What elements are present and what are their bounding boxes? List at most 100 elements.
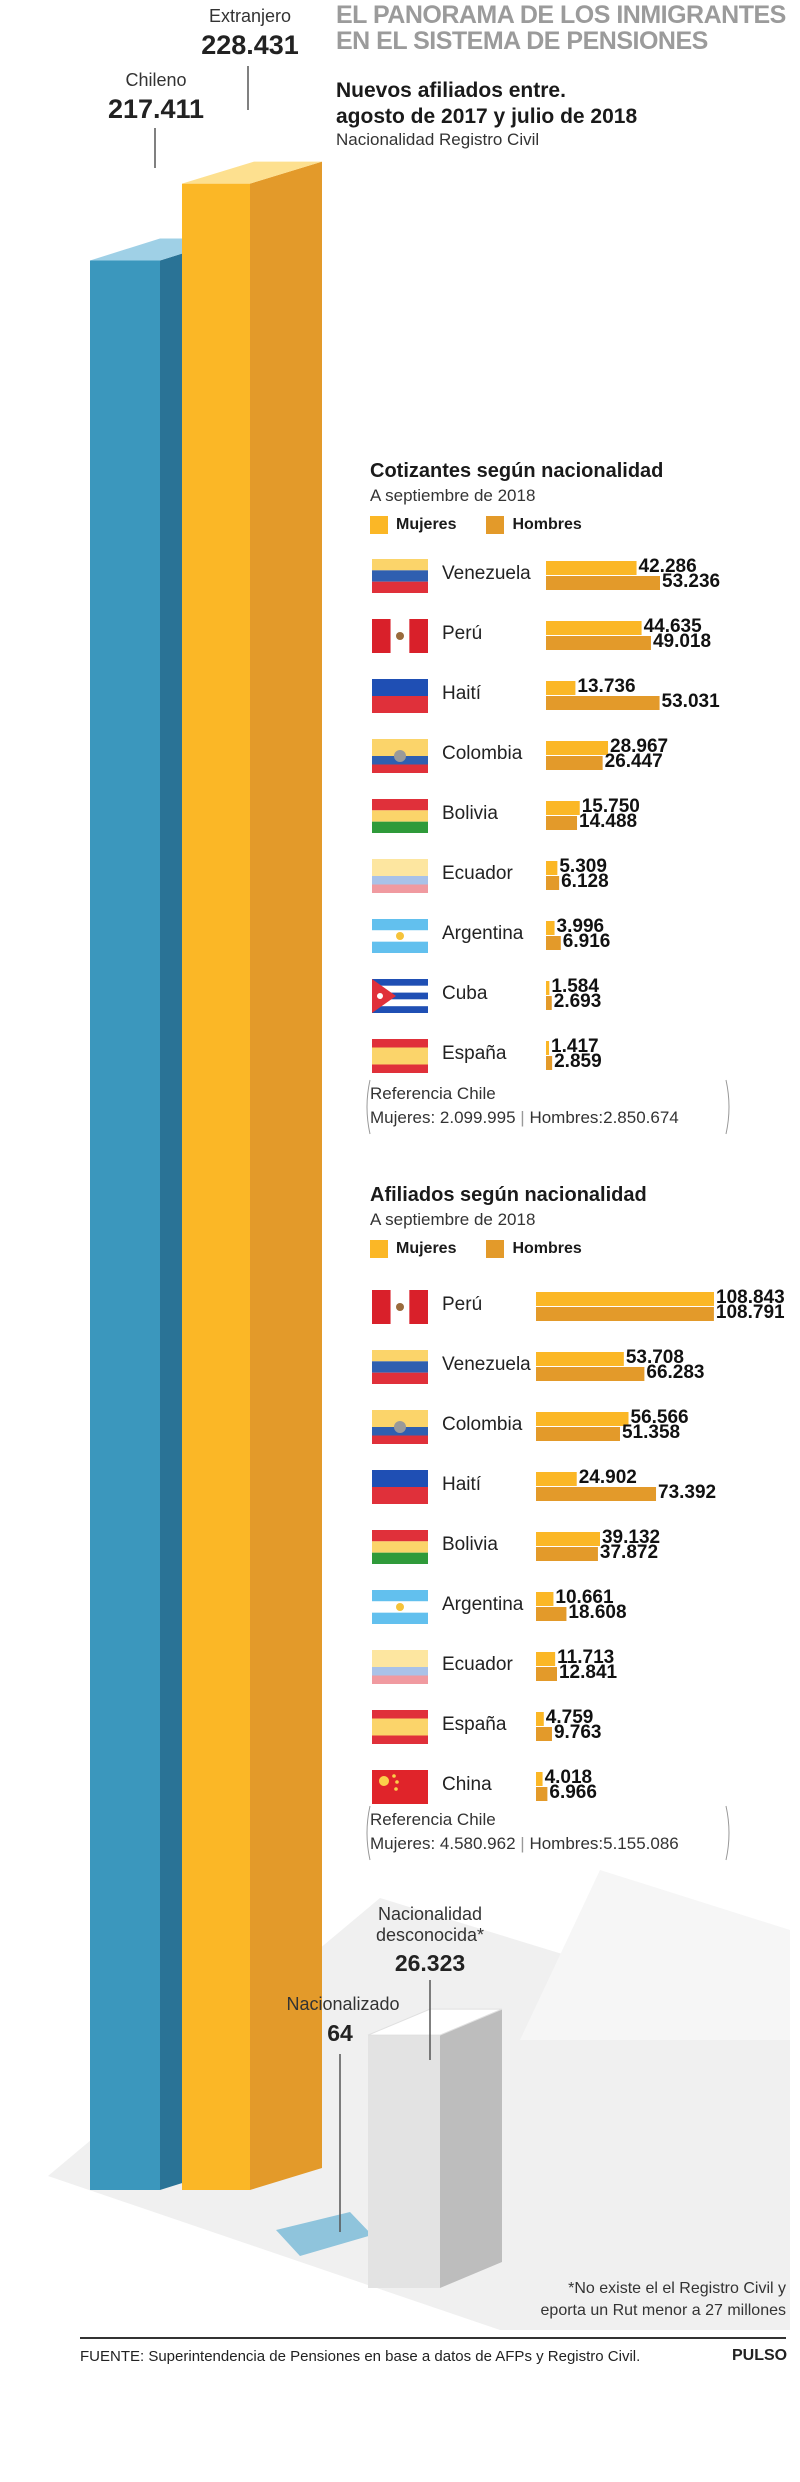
- chileno-column-front: [90, 260, 160, 2191]
- bar-hombres: [546, 876, 560, 890]
- value-label-hombres: 2.693: [553, 991, 602, 1012]
- afiliados-legend: Mujeres Hombres: [370, 1240, 582, 1258]
- bar-hombres: [546, 936, 561, 950]
- cotizantes-title: Cotizantes según nacionalidad: [370, 460, 664, 482]
- extranjero-value: 228.431: [201, 30, 299, 60]
- country-label: Ecuador: [442, 863, 513, 884]
- extranjero-column-side: [250, 161, 322, 2191]
- value-label-hombres: 73.392: [658, 1482, 717, 1503]
- nacionalizado-value: 64: [327, 2020, 353, 2046]
- value-label-mujeres: 10.661: [555, 1587, 614, 1608]
- legend-hombres: Hombres: [512, 1240, 582, 1257]
- footnote: *No existe el el Registro Civil y eporta…: [540, 2280, 786, 2319]
- nacionalizado-column: [276, 2212, 372, 2256]
- value-label-hombres: 2.859: [554, 1051, 602, 1072]
- value-label-hombres: 53.236: [662, 571, 721, 592]
- value-label-mujeres: 1.417: [551, 1036, 599, 1057]
- value-label-mujeres: 11.713: [557, 1647, 615, 1668]
- bar-hombres: [536, 1547, 598, 1561]
- chileno-label: Chileno: [125, 70, 187, 90]
- extranjero-column-front: [182, 183, 250, 2191]
- bar-mujeres: [536, 1652, 556, 1666]
- value-label-hombres: 6.966: [549, 1782, 597, 1803]
- value-label-mujeres: 15.750: [581, 796, 640, 817]
- bolivia-flag-icon: [372, 1530, 428, 1564]
- bar-mujeres: [536, 1712, 544, 1726]
- value-label-mujeres: 28.967: [610, 736, 669, 757]
- spain-flag-icon: [372, 1039, 428, 1073]
- legend-mujeres: Mujeres: [396, 1240, 457, 1257]
- bar-mujeres: [546, 621, 642, 635]
- country-label: China: [442, 1774, 492, 1795]
- bar-mujeres: [536, 1772, 543, 1786]
- haiti-flag-icon: [372, 1470, 428, 1504]
- value-label-hombres: 66.283: [646, 1362, 705, 1383]
- chileno-value: 217.411: [107, 94, 205, 124]
- chart-subtitle: Nuevos afiliados entre. agosto de 2017 y…: [336, 79, 638, 128]
- value-label-mujeres: 53.708: [625, 1347, 684, 1368]
- haiti-flag-icon: [372, 679, 428, 713]
- bar-mujeres: [546, 801, 580, 815]
- value-label-hombres: 12.841: [558, 1662, 618, 1683]
- wall-shadow: [520, 1870, 790, 2040]
- bar-hombres: [536, 1307, 714, 1321]
- bar-hombres: [536, 1787, 548, 1801]
- bar-hombres: [546, 1056, 553, 1070]
- legend-hombres: Hombres: [512, 516, 582, 533]
- reference-bracket-right: [725, 1079, 730, 1135]
- country-label: Argentina: [442, 923, 524, 944]
- country-label: Colombia: [442, 743, 523, 764]
- value-label-hombres: 26.447: [604, 751, 663, 772]
- value-label-hombres: 53.031: [661, 691, 720, 712]
- value-label-hombres: 108.791: [715, 1302, 785, 1323]
- country-label: Haití: [442, 1474, 482, 1495]
- bar-mujeres: [546, 861, 558, 875]
- value-label-hombres: 18.608: [568, 1602, 627, 1623]
- peru-flag-icon: [372, 1290, 428, 1324]
- bar-mujeres: [536, 1292, 714, 1306]
- bar-mujeres: [536, 1472, 577, 1486]
- country-label: España: [442, 1043, 507, 1064]
- argentina-flag-icon: [372, 919, 428, 953]
- page-title: EL PANORAMA DE LOS INMIGRANTES EN EL SIS…: [336, 1, 786, 55]
- afiliados-reference: Referencia Chile Mujeres: 4.580.962 | Ho…: [370, 1810, 679, 1853]
- hombres-swatch: [486, 1240, 505, 1258]
- value-label-hombres: 37.872: [599, 1542, 659, 1563]
- value-label-mujeres: 4.759: [545, 1707, 594, 1728]
- bar-mujeres: [546, 921, 555, 935]
- bar-hombres: [536, 1367, 645, 1381]
- value-label-mujeres: 4.018: [544, 1767, 593, 1788]
- cotizantes-reference: Referencia Chile Mujeres: 2.099.995 | Ho…: [370, 1084, 679, 1127]
- value-label-hombres: 9.763: [553, 1722, 602, 1743]
- value-label-mujeres: 44.635: [643, 616, 702, 637]
- desconocida-value: 26.323: [394, 1950, 466, 1976]
- argentina-flag-icon: [372, 1590, 428, 1624]
- bar-mujeres: [546, 561, 637, 575]
- venezuela-flag-icon: [372, 1350, 428, 1384]
- country-label: Perú: [442, 623, 483, 644]
- desconocida-label: Nacionalidad desconocida*: [375, 1904, 485, 1945]
- ecuador-flag-icon: [372, 1650, 428, 1684]
- bar-hombres: [536, 1487, 657, 1501]
- extranjero-column-top: [182, 161, 322, 184]
- footer-divider: [80, 2337, 786, 2339]
- country-label: Bolivia: [442, 1534, 498, 1555]
- country-label: Perú: [442, 1294, 483, 1315]
- desconocida-column-top: [367, 2008, 503, 2036]
- reference-bracket-left: [366, 1079, 371, 1135]
- desconocida-column-front: [368, 2035, 440, 2288]
- value-label-mujeres: 42.286: [638, 556, 697, 577]
- bar-hombres: [546, 636, 651, 650]
- country-label: Cuba: [442, 983, 488, 1004]
- country-label: Venezuela: [442, 563, 531, 584]
- value-label-mujeres: 108.843: [716, 1287, 785, 1308]
- country-label: Haití: [442, 683, 482, 704]
- bar-hombres: [536, 1727, 552, 1741]
- value-label-mujeres: 56.566: [630, 1407, 689, 1428]
- value-label-hombres: 49.018: [652, 631, 712, 652]
- peru-flag-icon: [372, 619, 428, 653]
- cotizantes-legend: Mujeres Hombres: [370, 516, 582, 534]
- bar-mujeres: [546, 981, 550, 995]
- extranjero-label: Extranjero: [208, 6, 292, 26]
